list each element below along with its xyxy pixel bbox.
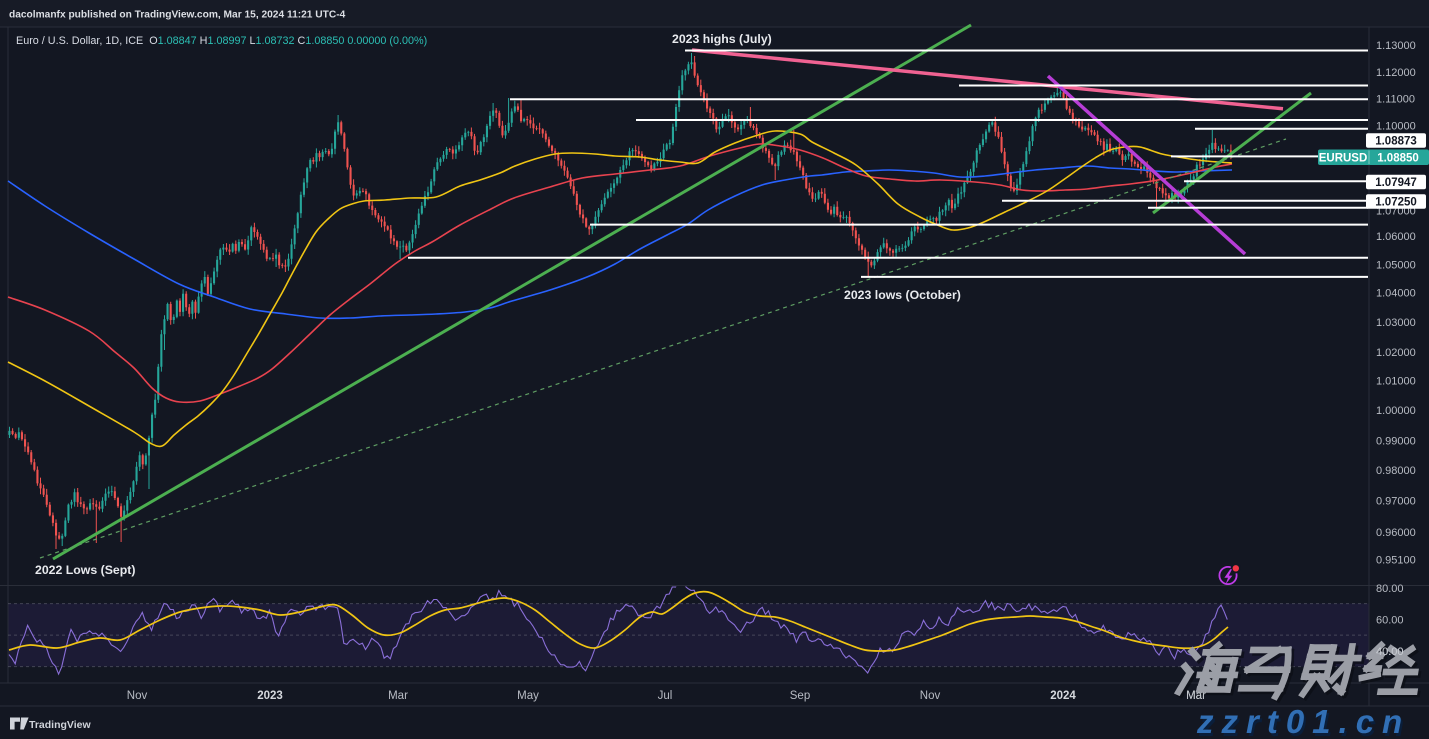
svg-text:2023 lows (October): 2023 lows (October) bbox=[844, 288, 961, 302]
svg-text:TradingView: TradingView bbox=[29, 719, 91, 731]
svg-text:Jul: Jul bbox=[658, 690, 673, 702]
svg-text:1.02000: 1.02000 bbox=[1376, 347, 1416, 359]
svg-text:zzrt01.cn: zzrt01.cn bbox=[1196, 703, 1410, 739]
svg-text:1.12000: 1.12000 bbox=[1376, 67, 1416, 79]
svg-text:60.00: 60.00 bbox=[1376, 614, 1404, 626]
svg-text:2023 highs (July): 2023 highs (July) bbox=[672, 32, 772, 46]
svg-text:Sep: Sep bbox=[790, 690, 810, 702]
svg-text:2023: 2023 bbox=[257, 690, 283, 702]
svg-text:1.07250: 1.07250 bbox=[1375, 197, 1417, 209]
svg-text:Mar: Mar bbox=[1186, 690, 1206, 702]
svg-text:1.04000: 1.04000 bbox=[1376, 288, 1416, 300]
svg-text:1.11000: 1.11000 bbox=[1376, 93, 1415, 105]
svg-text:0.95100: 0.95100 bbox=[1376, 555, 1416, 567]
svg-text:EURUSD: EURUSD bbox=[1319, 153, 1368, 165]
svg-text:1.01000: 1.01000 bbox=[1376, 376, 1416, 388]
svg-text:May: May bbox=[517, 690, 539, 702]
svg-text:1.05000: 1.05000 bbox=[1376, 260, 1416, 272]
svg-text:1.13000: 1.13000 bbox=[1376, 40, 1416, 52]
svg-text:Nov: Nov bbox=[920, 690, 941, 702]
svg-text:80.00: 80.00 bbox=[1376, 583, 1404, 595]
svg-text:Euro / U.S. Dollar, 1D, ICE O: Euro / U.S. Dollar, 1D, ICE O1.08847 H1.… bbox=[16, 35, 427, 47]
svg-text:1.03000: 1.03000 bbox=[1376, 317, 1416, 329]
svg-text:0.98000: 0.98000 bbox=[1376, 465, 1416, 477]
svg-text:2022 Lows (Sept): 2022 Lows (Sept) bbox=[35, 563, 135, 577]
svg-text:0.96000: 0.96000 bbox=[1376, 527, 1416, 539]
svg-text:1.08850: 1.08850 bbox=[1377, 153, 1419, 165]
svg-text:1.00000: 1.00000 bbox=[1376, 405, 1416, 417]
svg-text:Nov: Nov bbox=[127, 690, 148, 702]
svg-text:1.10000: 1.10000 bbox=[1376, 121, 1416, 133]
svg-text:dacolmanfx published on Tradin: dacolmanfx published on TradingView.com,… bbox=[9, 10, 346, 21]
svg-text:0.99000: 0.99000 bbox=[1376, 436, 1416, 448]
svg-text:40.00: 40.00 bbox=[1376, 646, 1404, 658]
svg-text:zzrt01.cn: zzrt01.cn bbox=[1198, 706, 1412, 739]
svg-text:1.08873: 1.08873 bbox=[1375, 136, 1417, 148]
svg-text:0.97000: 0.97000 bbox=[1376, 496, 1416, 508]
svg-text:Mar: Mar bbox=[388, 690, 408, 702]
svg-text:1.07947: 1.07947 bbox=[1375, 177, 1417, 189]
svg-text:2024: 2024 bbox=[1050, 690, 1076, 702]
svg-text:1.06000: 1.06000 bbox=[1376, 231, 1416, 243]
